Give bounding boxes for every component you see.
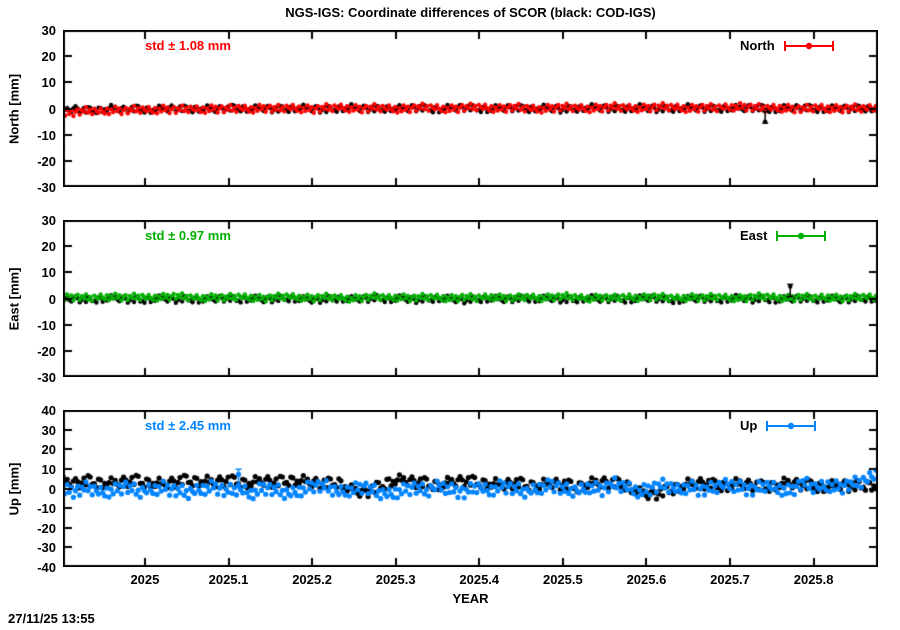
legend-label: Up <box>740 418 758 433</box>
y-tick-label: -20 <box>37 520 56 536</box>
y-tick-label: 20 <box>41 239 56 255</box>
y-tick-label: 10 <box>41 461 56 477</box>
x-tick-label: 2025.3 <box>375 572 416 587</box>
y-tick-label: -30 <box>37 370 56 385</box>
x-tick-label: 2025.8 <box>793 572 834 587</box>
panel-up <box>63 410 878 567</box>
y-tick-label: -30 <box>37 540 56 556</box>
y-tick-label: -20 <box>37 343 56 359</box>
y-tick-label: 20 <box>41 49 56 65</box>
y-tick-label: 40 <box>41 403 56 418</box>
x-tick-label: 2025.4 <box>459 572 500 587</box>
y-axis-title-north: North [mm] <box>6 73 22 144</box>
y-tick-label: 0 <box>48 291 56 307</box>
x-tick-label: 2025.2 <box>292 572 332 587</box>
legend-label: North <box>740 38 775 53</box>
x-axis-title: YEAR <box>452 591 489 606</box>
plot-canvas-north <box>63 30 878 187</box>
legend-label: East <box>740 228 768 243</box>
x-tick-label: 2025.7 <box>710 572 750 587</box>
plot-canvas-up <box>63 410 878 567</box>
y-tick-label: 20 <box>41 442 56 458</box>
x-tick-label: 2025 <box>130 572 160 587</box>
y-tick-label: 10 <box>41 75 56 91</box>
timestamp: 27/11/25 13:55 <box>8 611 95 626</box>
y-tick-label: -20 <box>37 153 56 169</box>
std-label-north: std ± 1.08 mm <box>145 38 231 53</box>
legend-up: Up <box>740 418 818 433</box>
std-label-east: std ± 0.97 mm <box>145 228 231 243</box>
legend-errorbar-icon <box>776 230 827 241</box>
y-tick-label: -40 <box>37 560 56 575</box>
y-tick-label: 0 <box>48 481 56 497</box>
y-tick-label: -10 <box>37 501 56 517</box>
y-tick-label: 30 <box>41 213 56 228</box>
chart-title: NGS-IGS: Coordinate differences of SCOR … <box>285 5 656 20</box>
x-tick-label: 2025.1 <box>208 572 249 587</box>
panel-east <box>63 220 878 377</box>
y-tick-label: 30 <box>41 422 56 438</box>
y-tick-label: 30 <box>41 23 56 38</box>
y-axis-title-east: East [mm] <box>6 267 22 330</box>
legend-north: North <box>740 38 836 53</box>
std-label-up: std ± 2.45 mm <box>145 418 231 433</box>
legend-errorbar-icon <box>783 40 834 51</box>
y-tick-label: -10 <box>37 317 56 333</box>
legend-errorbar-icon <box>766 420 817 431</box>
y-tick-label: 10 <box>41 265 56 281</box>
y-tick-label: -10 <box>37 127 56 143</box>
y-axis-title-up: Up [mm] <box>6 462 22 515</box>
panel-north <box>63 30 878 187</box>
plot-canvas-east <box>63 220 878 377</box>
x-tick-label: 2025.5 <box>542 572 583 587</box>
legend-east: East <box>740 228 828 243</box>
y-tick-label: 0 <box>48 101 56 117</box>
y-tick-label: -30 <box>37 180 56 195</box>
x-tick-label: 2025.6 <box>626 572 667 587</box>
